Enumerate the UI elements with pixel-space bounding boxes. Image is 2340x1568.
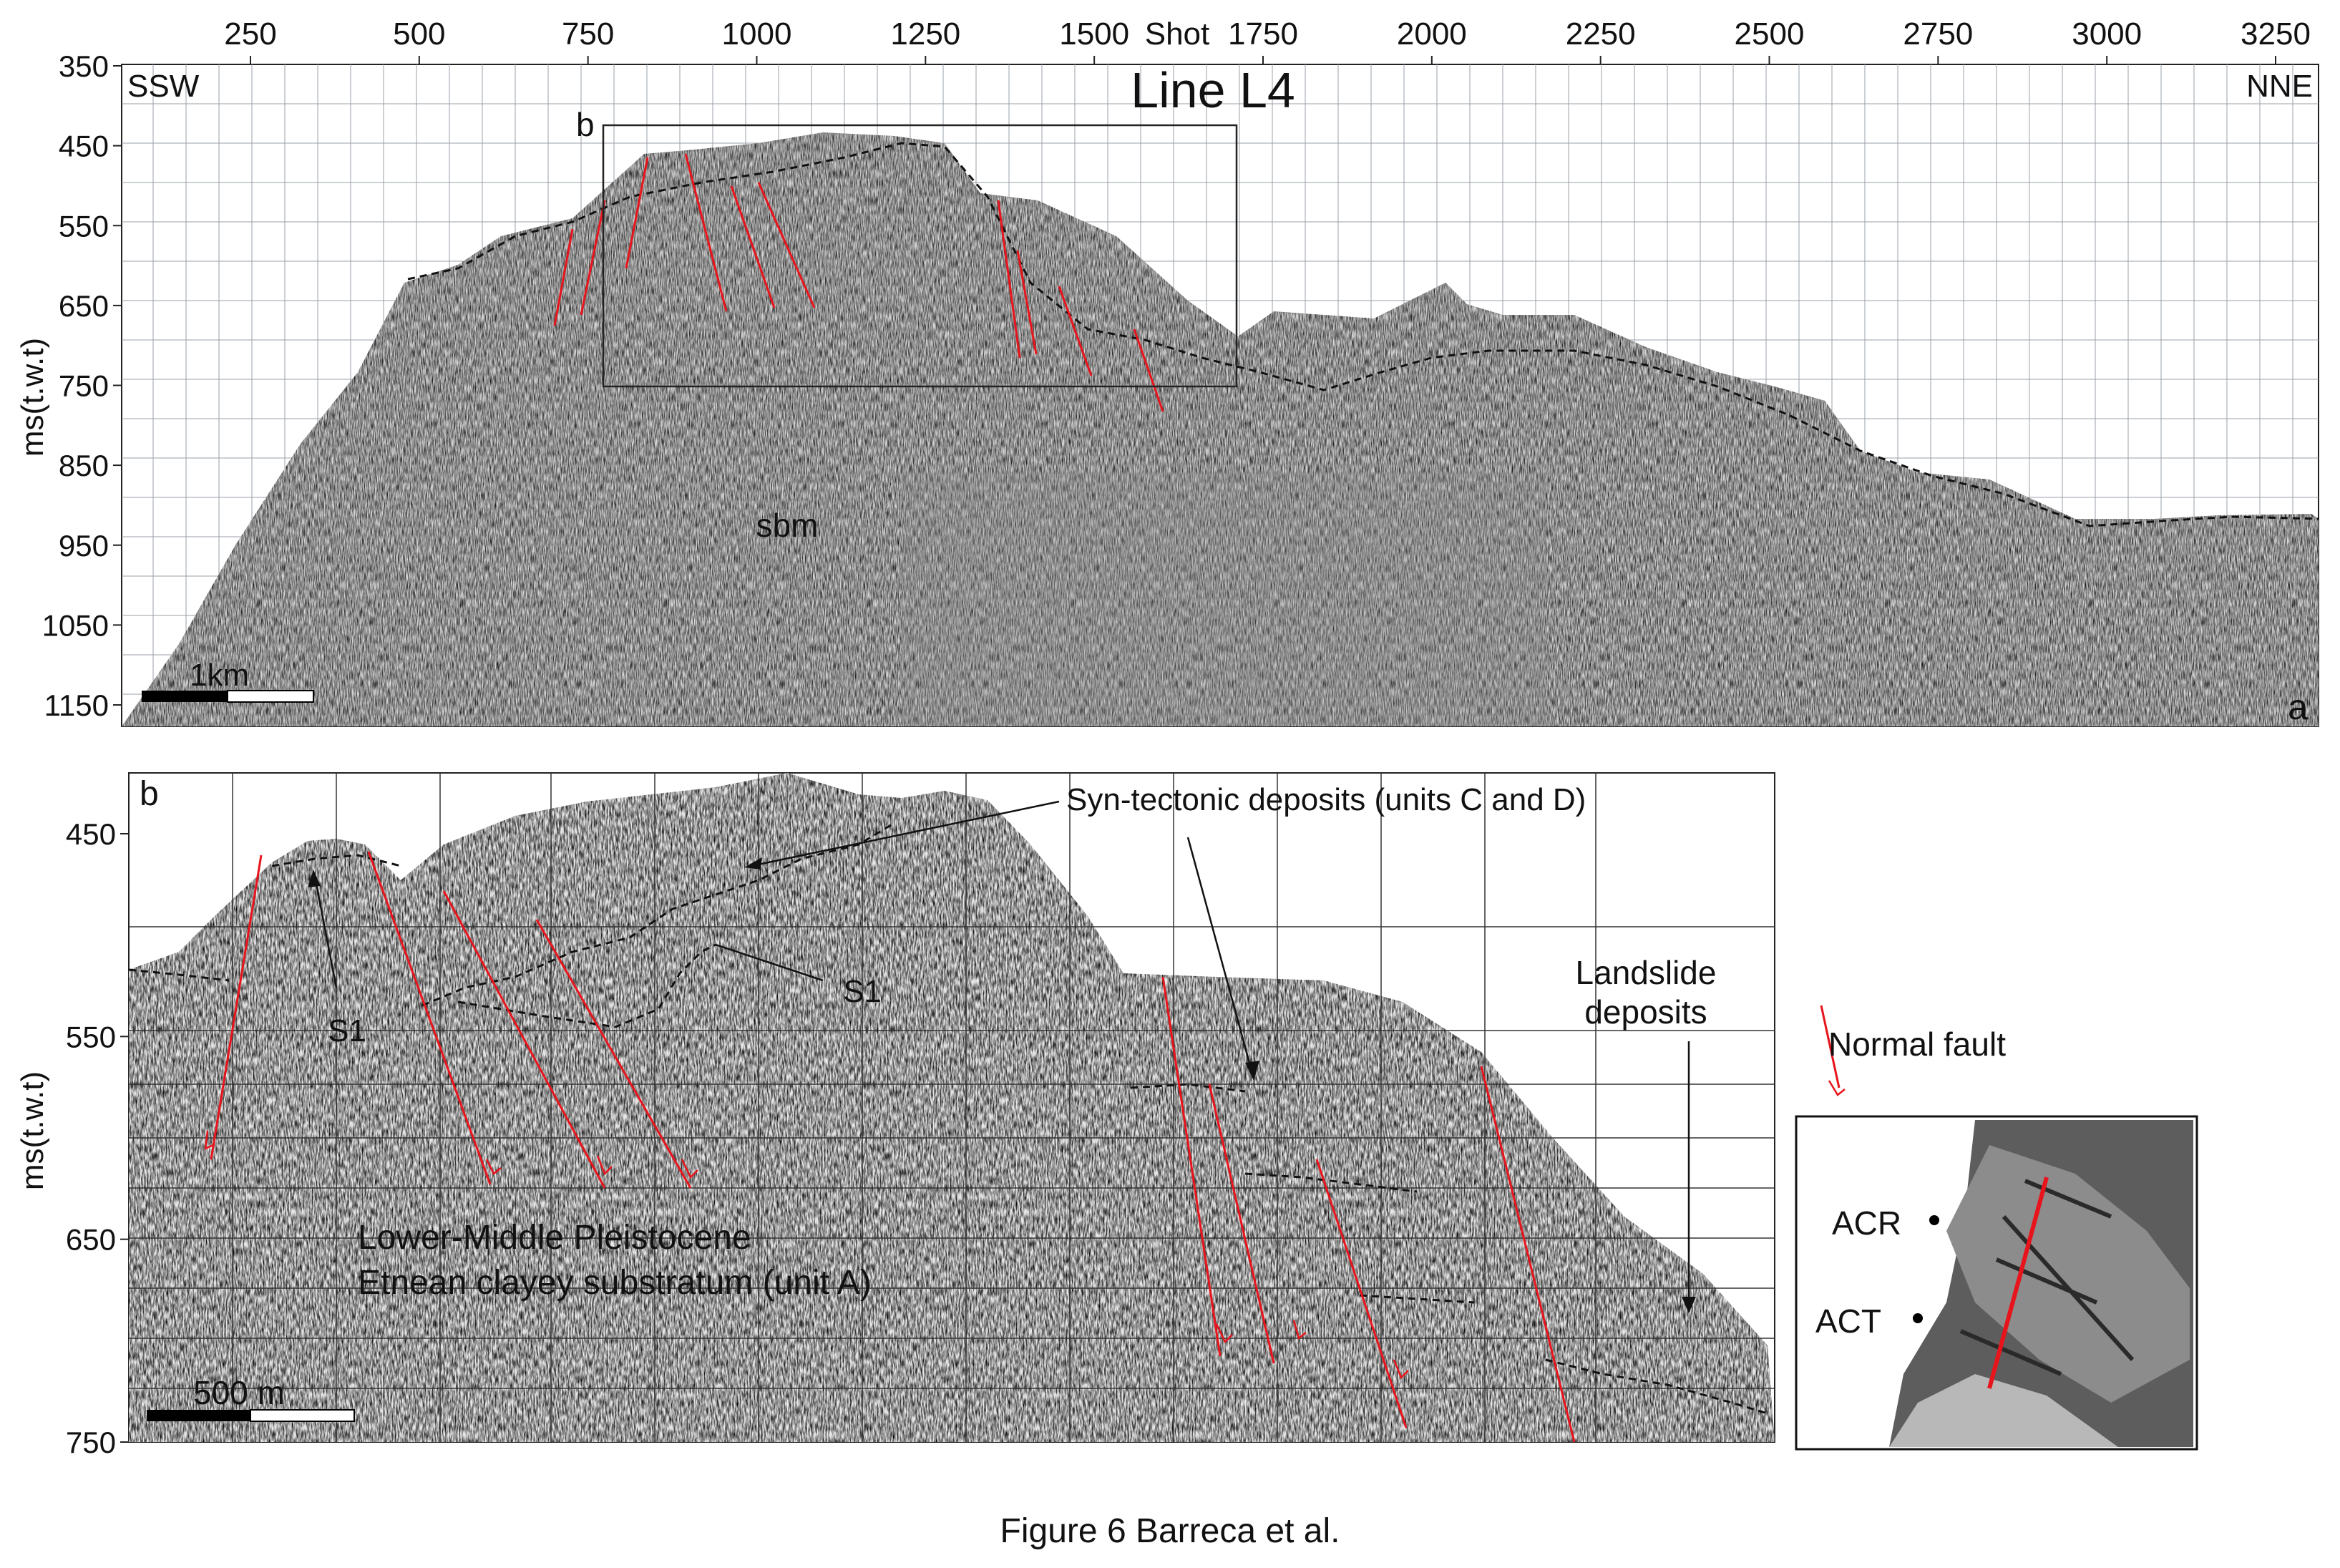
panel-a: b Line L4 SSW NNE sbm a 1km 250 500 750 100… (15, 16, 2319, 727)
panel-b-y-tick-label: 450 (66, 817, 116, 851)
panel-b-y-tick-label: 750 (66, 1426, 116, 1459)
inset-map-relief-lower (1889, 1374, 2118, 1447)
panel-b-annotation-substratum-line1: Lower-Middle Pleistocene (358, 1219, 751, 1257)
panel-a-direction-left: SSW (127, 69, 200, 104)
panel-a-x-tick-label: 1500 (1059, 16, 1129, 52)
inset-map-act-marker (1913, 1313, 1923, 1323)
figure-caption: Figure 6 Barreca et al. (1000, 1512, 1340, 1550)
panel-a-y-tick-label: 350 (59, 49, 109, 83)
panel-b-normal-faults (210, 851, 1576, 1443)
inset-map-ridges (1959, 1179, 2135, 1376)
panel-b-y-axis-label: ms(t.w.t) (15, 1071, 50, 1190)
panel-a-y-tick-label: 1150 (44, 688, 109, 722)
inset-map: ACR ACT (1795, 1115, 2198, 1451)
panel-b: b Syn-tectonic deposits (units C and D) … (15, 772, 1775, 1459)
panel-b-annotation-landslide-line1: Landslide (1576, 954, 1717, 991)
panel-a-y-tick-label: 550 (59, 209, 109, 243)
panel-a-zoom-box-label: b (576, 106, 595, 143)
panel-a-x-tick-label: 2500 (1735, 16, 1805, 52)
panel-b-y-axis: 450 550 650 750 (66, 817, 129, 1459)
legend: Normal fault (1820, 1005, 2006, 1096)
inset-map-label-act: ACT (1815, 1302, 1881, 1340)
panel-a-x-tick-label: 3000 (2072, 16, 2142, 52)
panel-a-y-tick-label: 950 (59, 529, 109, 563)
panel-a-y-tick-label: 650 (59, 289, 109, 323)
panel-b-annotation-s1-right: S1 (843, 974, 882, 1009)
panel-a-x-tick-label: 750 (562, 16, 614, 52)
panel-b-annotation-syn-tectonic: Syn-tectonic deposits (units C and D) (1066, 782, 1586, 817)
panel-a-y-axis: 350 450 550 650 750 850 950 1050 1150 (42, 49, 122, 722)
panel-b-scale-bar-label: 500 m (193, 1374, 285, 1411)
panel-a-scale-bar (142, 690, 314, 703)
panel-b-y-tick-label: 650 (66, 1223, 116, 1257)
panel-a-y-tick-label: 1050 (42, 608, 109, 642)
panel-a-zoom-box (602, 124, 1238, 388)
panel-a-x-tick-label: 3250 (2241, 16, 2311, 52)
panel-a-y-tick-label: 850 (59, 449, 109, 482)
panel-b-grid (129, 773, 1775, 1442)
panel-a-normal-faults (553, 153, 1164, 412)
panel-a-x-tick-label: 250 (224, 16, 276, 52)
panel-a-y-axis-label: ms(t.w.t) (15, 338, 50, 457)
panel-a-y-tick-label: 750 (59, 369, 109, 403)
panel-a-x-tick-label: 2250 (1566, 16, 1636, 52)
panel-a-scale-bar-label: 1km (190, 658, 249, 693)
legend-fault-symbol (1820, 1005, 1841, 1089)
inset-map-label-acr: ACR (1832, 1204, 1901, 1242)
panel-a-x-tick-label: 500 (393, 16, 445, 52)
panel-b-annotation-landslide-line2: deposits (1584, 993, 1707, 1031)
inset-map-relief-highlight (1946, 1145, 2190, 1403)
panel-b-seismic-section (129, 773, 1775, 1442)
panel-a-x-tick-label: 1250 (890, 16, 960, 52)
inset-map-acr-marker (1929, 1215, 1939, 1225)
panel-a-y-tick-label: 450 (59, 130, 109, 163)
legend-fault-arrow (1828, 1080, 1846, 1096)
inset-map-section-line (1987, 1177, 2049, 1389)
panel-b-scale-bar (147, 1409, 355, 1422)
panel-a-x-axis-label: Shot (1145, 16, 1210, 52)
panel-a-annotation-sbm: sbm (756, 507, 819, 544)
panel-a-x-tick-label: 1000 (722, 16, 792, 52)
panel-b-arrowheads (308, 857, 1696, 1313)
panel-b-annotation-arrows (313, 800, 1690, 1306)
panel-a-title: Line L4 (1131, 62, 1295, 118)
panel-a-letter: a (2288, 687, 2308, 727)
legend-normal-fault-label: Normal fault (1828, 1026, 2006, 1063)
panel-b-fault-arrows (204, 1130, 1409, 1380)
panel-a-x-tick-label: 1750 (1228, 16, 1298, 52)
panel-a-x-tick-label: 2750 (1903, 16, 1973, 52)
panel-a-x-tick-label: 2000 (1397, 16, 1467, 52)
panel-b-annotation-s1-left: S1 (328, 1013, 366, 1048)
panel-a-x-axis: 250 500 750 1000 1250 1500 1750 2000 2250 2500 275… (224, 16, 2311, 64)
panel-b-letter: b (140, 775, 159, 813)
panel-a-direction-right: NNE (2246, 69, 2313, 104)
panel-b-horizons (128, 822, 1768, 1415)
panel-b-y-tick-label: 550 (66, 1020, 116, 1053)
panel-b-annotation-substratum-line2: Etnean clayey substratum (unit A) (358, 1264, 872, 1302)
